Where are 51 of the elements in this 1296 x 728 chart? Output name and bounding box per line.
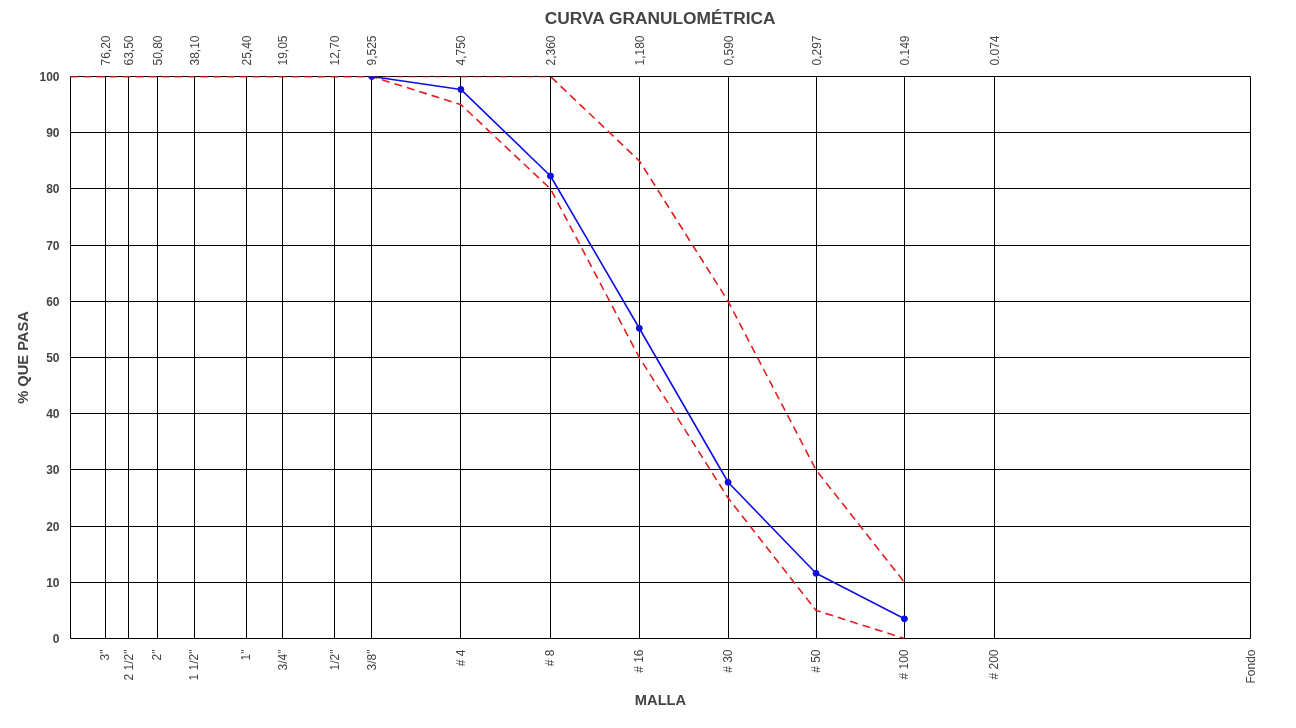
y-tick-label: 80 [46,182,60,197]
x-tick-label: 0,297 [809,35,824,66]
y-axis-title: % QUE PASA [15,310,32,404]
y-tick-label: 20 [46,519,60,534]
text: # 4 [453,649,468,667]
text: 3/4" [275,649,290,671]
x-tick-label: 0.074 [987,35,1002,66]
text: # 50 [809,649,824,673]
text: 2" [150,649,165,661]
x-tick-label: 19,05 [276,35,291,66]
x-tick-label: 2,360 [543,35,558,66]
point [724,478,732,486]
x-tick-label: 0,590 [721,35,736,66]
x-tick-label: 9,525 [365,35,380,66]
text: 3" [98,649,113,661]
x-tick-label: 63,50 [122,35,137,66]
text: # 200 [987,649,1002,680]
y-tick-label: 50 [46,351,60,365]
point [812,569,820,577]
y-tick-label: 90 [46,126,60,141]
y-tick-label: 30 [46,463,60,478]
text: 1/2" [327,649,342,671]
text: # 16 [632,649,647,673]
x-tick-label: 0.149 [897,35,912,66]
x-tick-label: 38,10 [187,35,202,66]
x-tick-label: 4,750 [454,35,469,66]
y-tick-label: 0 [52,632,60,646]
text: 1 1/2" [187,649,202,681]
text: # 30 [721,649,736,673]
point [457,85,465,93]
point [546,172,554,180]
text: 2 1/2" [121,649,136,681]
text: 1" [239,649,254,661]
text: # 100 [897,649,912,680]
text: # 8 [543,649,558,667]
x-tick-label: 12,70 [328,35,343,66]
y-tick-label: 100 [39,70,60,84]
x-tick-label: 1,180 [632,35,647,66]
y-tick-label: 40 [46,407,60,422]
point [635,324,643,332]
x-tick-label: 50,80 [150,35,165,66]
y-tick-label: 10 [46,575,60,590]
text: Fondo [1243,649,1258,684]
chart-title: CURVA GRANULOMÉTRICA [544,7,777,28]
y-tick-label: 70 [46,238,60,253]
point [900,615,908,623]
y-tick-label: 60 [46,294,60,309]
x-tick-label: 76,20 [98,35,113,66]
x-axis-title: MALLA [634,691,687,708]
text: 3/8" [364,649,379,671]
x-tick-label: 25,40 [239,35,254,66]
